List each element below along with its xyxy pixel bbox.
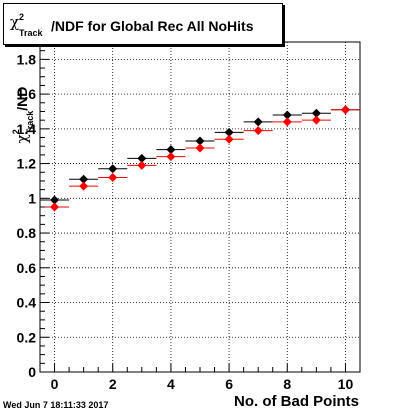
data-layer [40, 105, 360, 212]
data-point-marker [311, 108, 321, 118]
data-point-marker [50, 202, 60, 212]
x-tick-label: 4 [167, 376, 175, 392]
title-superscript: 2 [19, 12, 25, 22]
data-point-marker [195, 136, 205, 146]
x-tick-label: 2 [109, 376, 117, 392]
grid-layer [40, 42, 360, 373]
y-tick-label: 1.2 [17, 156, 37, 172]
y-tick-label: 0 [28, 364, 36, 380]
data-point-marker [137, 153, 147, 163]
data-point-marker [224, 127, 234, 137]
y-tick-label: 1 [28, 190, 36, 206]
data-point-marker [224, 134, 234, 144]
plot-frame [39, 41, 361, 373]
data-point-marker [108, 164, 118, 174]
data-point-marker [282, 117, 292, 127]
y-axis-label-rest: /ND [14, 87, 30, 111]
title-box: χ 2 Track /NDF for Global Rec All NoHits [3, 3, 283, 45]
y-tick-label: 1.8 [17, 51, 37, 67]
data-point-marker [311, 115, 321, 125]
data-point-marker [166, 145, 176, 155]
y-tick-label: 0.4 [17, 295, 37, 311]
y-axis-label-superscript: 2 [11, 129, 21, 134]
x-tick-label: 0 [51, 376, 59, 392]
y-axis-label-subscript: Track [25, 110, 35, 135]
data-point-marker [137, 160, 147, 170]
data-point-marker [108, 172, 118, 182]
data-point-marker [253, 117, 263, 127]
data-point-marker [282, 110, 292, 120]
y-tick-label: 1.6 [17, 86, 37, 102]
data-point-marker [340, 105, 350, 115]
data-point-marker [79, 181, 89, 191]
timestamp: Wed Jun 7 18:11:33 2017 [3, 400, 109, 410]
data-point-marker [166, 152, 176, 162]
data-point-marker [50, 195, 60, 205]
chart-title: χ 2 Track /NDF for Global Rec All NoHits [4, 4, 282, 44]
data-series [40, 105, 360, 205]
data-point-marker [195, 143, 205, 153]
data-series [40, 105, 360, 212]
y-tick-label: 0.2 [17, 329, 37, 345]
x-tick-label: 10 [338, 376, 354, 392]
title-subscript: Track [19, 28, 43, 38]
x-tick-label: 8 [283, 376, 291, 392]
y-axis-label: χ2 Track/ND [11, 87, 35, 144]
y-tick-label: 0.6 [17, 260, 37, 276]
x-axis-label: No. of Bad Points [234, 393, 359, 410]
title-rest: /NDF for Global Rec All NoHits [51, 18, 254, 34]
data-point-marker [79, 174, 89, 184]
axis-layer: 0 0.2 0.4 0.6 0.8 1 1.2 1.4 1.6 1.8 0 2 4 6 8 10 [17, 50, 361, 392]
y-axis-label-symbol: χ [13, 134, 31, 143]
y-tick-label: 1.4 [17, 121, 37, 137]
x-tick-label: 6 [225, 376, 233, 392]
title-symbol: χ [10, 13, 20, 31]
data-point-marker [253, 126, 263, 136]
y-tick-label: 0.8 [17, 225, 37, 241]
